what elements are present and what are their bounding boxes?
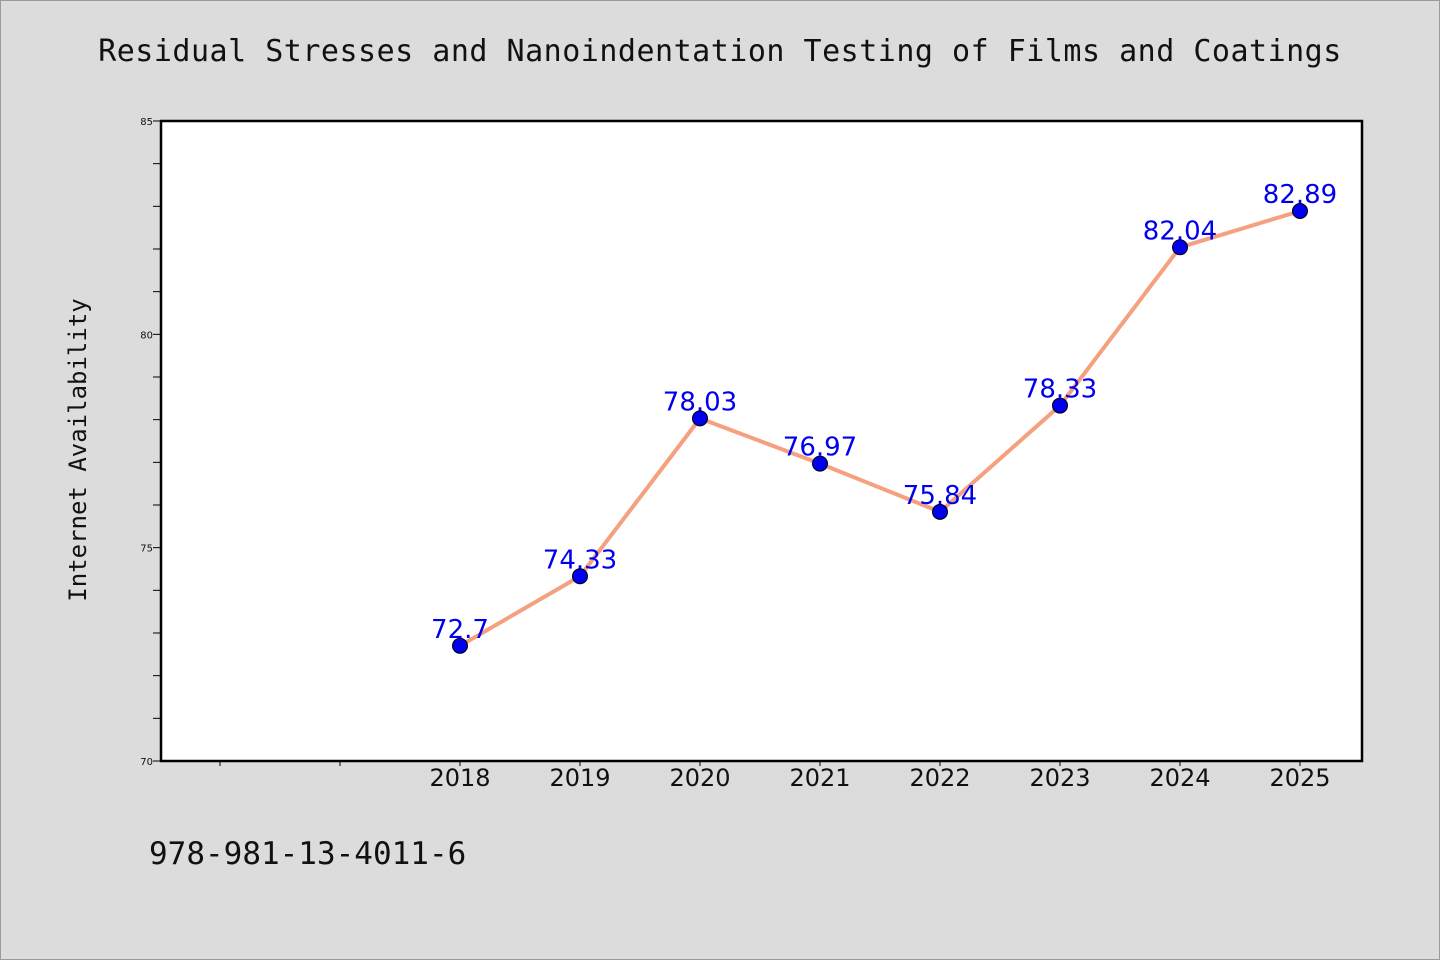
- x-tick-label: 2021: [789, 764, 850, 792]
- y-tick-label: 75: [140, 544, 153, 555]
- data-point: [932, 503, 948, 520]
- chart-title: Residual Stresses and Nanoindentation Te…: [98, 34, 1342, 69]
- y-tick-label: 80: [140, 330, 153, 341]
- data-label: 78.03: [663, 387, 737, 417]
- y-tick-label: 85: [140, 117, 153, 128]
- data-label: 82.89: [1263, 180, 1337, 210]
- data-point: [1292, 203, 1308, 220]
- data-point: [572, 568, 588, 585]
- data-label: 75.84: [903, 481, 977, 511]
- series-line: [458, 209, 1301, 648]
- x-tick-label: 2022: [909, 764, 970, 792]
- data-label: 72.7: [431, 615, 489, 645]
- data-label: 78.33: [1023, 375, 1097, 405]
- data-point: [1052, 397, 1068, 414]
- x-tick-label: 2019: [549, 764, 610, 792]
- x-tick-label: 2020: [669, 764, 730, 792]
- x-tick-label: 2018: [429, 764, 490, 792]
- isbn-label: 978-981-13-4011-6: [149, 836, 467, 872]
- data-label: 82.04: [1143, 216, 1217, 246]
- data-label: 74.33: [543, 545, 617, 575]
- data-point: [692, 410, 708, 427]
- data-point: [452, 637, 468, 654]
- data-label: 76.97: [783, 433, 857, 463]
- x-tick-label: 2024: [1149, 764, 1210, 792]
- data-point: [812, 455, 828, 472]
- y-tick-label: 70: [140, 757, 153, 768]
- x-tick-label: 2023: [1029, 764, 1090, 792]
- data-point: [1172, 239, 1188, 256]
- x-tick-label: 2025: [1269, 764, 1330, 792]
